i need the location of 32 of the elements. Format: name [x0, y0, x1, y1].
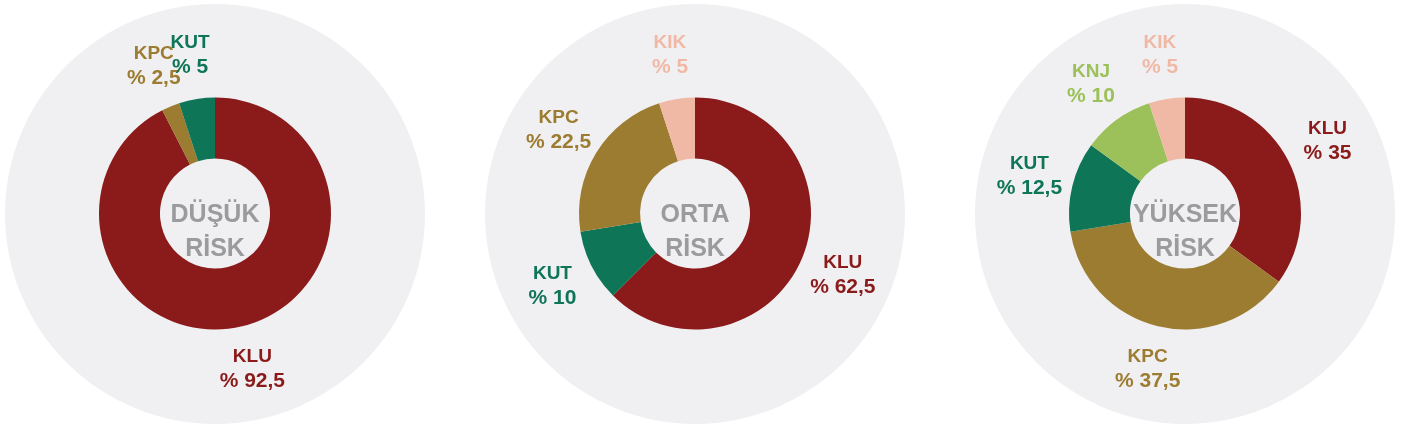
slice-label: KPC: [538, 105, 579, 127]
slice-label: KLU: [232, 345, 272, 367]
data-label: % 37,5: [1114, 368, 1181, 392]
donut-slice: [1091, 103, 1168, 182]
donut-slice: [1070, 222, 1279, 330]
donut-slice: [1149, 97, 1185, 162]
data-label: % 10: [528, 285, 577, 309]
donut-slice: [580, 222, 657, 296]
donut-slice: [162, 103, 198, 165]
donut-slice: [612, 97, 811, 330]
donut-slice: [99, 97, 331, 330]
slice-label: KIK: [1143, 31, 1177, 53]
slice-label: KLU: [823, 250, 863, 272]
data-label: % 5: [1141, 54, 1179, 78]
donut-slice: [659, 97, 695, 162]
data-label: % 62,5: [810, 273, 876, 297]
text: ORTA RİSK: [660, 198, 730, 261]
text: YÜKSEK RİSK: [1132, 198, 1238, 261]
slice-label: KIK: [653, 31, 687, 53]
data-label: % 5: [651, 54, 689, 78]
slice-label: KUT: [1009, 152, 1050, 174]
slice-label: KUT: [532, 262, 573, 284]
text: DÜŞÜK RİSK: [170, 198, 260, 261]
slice-label: KPC: [1127, 345, 1168, 367]
data-label: % 10: [1067, 83, 1115, 107]
slice-label: KLU: [1308, 116, 1348, 138]
data-label: % 12,5: [996, 175, 1063, 199]
data-label: % 92,5: [219, 368, 286, 392]
data-label: % 22,5: [525, 128, 592, 152]
slice-label: KNJ: [1071, 60, 1110, 82]
donut-slice: [179, 97, 215, 162]
data-label: % 35: [1303, 139, 1352, 163]
